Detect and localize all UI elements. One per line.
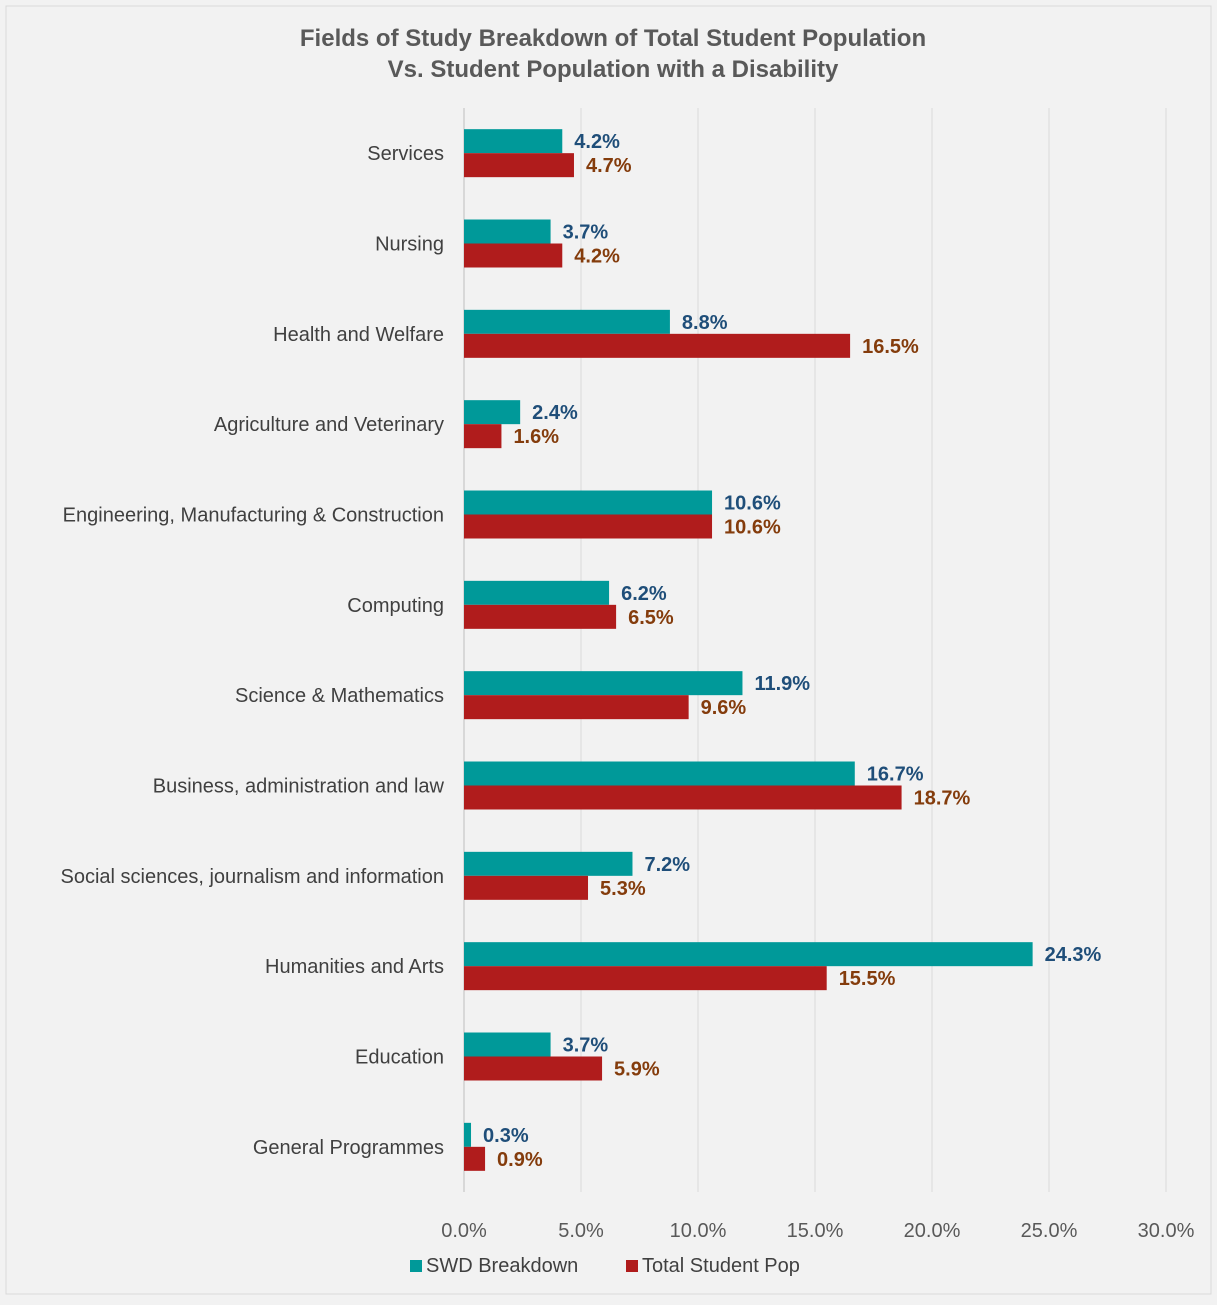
data-label: 24.3% <box>1045 944 1102 966</box>
gridlines <box>463 108 1167 1192</box>
total-bar <box>464 514 713 539</box>
chart-subtitle: Vs. Student Population with a Disability <box>388 56 839 83</box>
swd-bar <box>464 309 670 334</box>
category-label: Computing <box>347 595 444 617</box>
category-label: Engineering, Manufacturing & Constructio… <box>63 505 444 527</box>
x-tick-label: 25.0% <box>1021 1220 1078 1242</box>
category-label: Business, administration and law <box>153 776 445 798</box>
data-label: 5.3% <box>600 878 646 900</box>
x-tick-label: 5.0% <box>558 1220 604 1242</box>
data-label: 6.5% <box>628 607 674 629</box>
category-labels: Services Nursing Health and Welfare Agricul… <box>60 143 444 1159</box>
category-label: Science & Mathematics <box>235 685 444 707</box>
category-label: Education <box>355 1047 444 1069</box>
legend-label-total: Total Student Pop <box>642 1255 800 1277</box>
legend-swatch-total <box>626 1260 638 1272</box>
data-label: 16.5% <box>862 336 919 358</box>
total-bar <box>464 695 689 720</box>
x-axis: 0.0% 5.0% 10.0% 15.0% 20.0% 25.0% 30.0% <box>441 1220 1194 1242</box>
chart-background <box>5 5 1212 1295</box>
x-tick-label: 30.0% <box>1138 1220 1195 1242</box>
data-label: 0.3% <box>483 1125 529 1147</box>
data-label: 10.6% <box>724 517 781 539</box>
x-tick-label: 0.0% <box>441 1220 487 1242</box>
legend: SWD Breakdown Total Student Pop <box>410 1255 800 1277</box>
data-label: 9.6% <box>701 697 747 719</box>
data-label: 16.7% <box>867 764 924 786</box>
total-bar <box>464 875 589 900</box>
legend-label-swd: SWD Breakdown <box>426 1255 578 1277</box>
data-label: 4.2% <box>574 246 620 268</box>
category-label: Humanities and Arts <box>265 956 444 978</box>
data-label: 4.7% <box>586 155 632 177</box>
swd-bar <box>464 400 521 425</box>
total-bar <box>464 153 574 178</box>
x-tick-label: 10.0% <box>670 1220 727 1242</box>
chart-title: Fields of Study Breakdown of Total Stude… <box>300 25 926 52</box>
x-tick-label: 15.0% <box>787 1220 844 1242</box>
data-labels: 4.2%4.7%3.7%4.2%8.8%16.5%2.4%1.6%10.6%10… <box>483 131 1102 1171</box>
swd-bar <box>464 580 610 605</box>
total-bar <box>464 785 902 810</box>
legend-swatch-swd <box>410 1260 422 1272</box>
swd-bar <box>464 490 713 515</box>
category-label: Nursing <box>375 234 444 256</box>
data-label: 2.4% <box>532 402 578 424</box>
data-label: 11.9% <box>754 673 810 695</box>
swd-bar <box>464 942 1033 967</box>
bars <box>464 129 1033 1171</box>
category-label: Agriculture and Veterinary <box>214 414 444 436</box>
total-bar <box>464 333 851 358</box>
category-label: General Programmes <box>253 1137 444 1159</box>
swd-bar <box>464 129 563 154</box>
data-label: 15.5% <box>839 968 896 990</box>
swd-bar <box>464 851 633 876</box>
category-label: Social sciences, journalism and informat… <box>60 866 444 888</box>
swd-bar <box>464 761 855 786</box>
total-bar <box>464 243 563 268</box>
data-label: 7.2% <box>644 854 690 876</box>
x-tick-label: 20.0% <box>904 1220 961 1242</box>
total-bar <box>464 424 502 449</box>
data-label: 3.7% <box>563 222 609 244</box>
data-label: 1.6% <box>513 426 559 448</box>
total-bar <box>464 1146 486 1171</box>
data-label: 8.8% <box>682 312 728 334</box>
category-label: Health and Welfare <box>273 324 444 346</box>
total-bar <box>464 1056 603 1081</box>
swd-bar <box>464 671 743 696</box>
data-label: 5.9% <box>614 1059 660 1081</box>
data-label: 3.7% <box>563 1035 609 1057</box>
swd-bar <box>464 1122 472 1147</box>
swd-bar <box>464 1032 551 1057</box>
total-bar <box>464 604 617 629</box>
swd-bar <box>464 219 551 244</box>
data-label: 10.6% <box>724 493 781 515</box>
category-label: Services <box>367 143 444 165</box>
data-label: 4.2% <box>574 131 620 153</box>
data-label: 0.9% <box>497 1149 543 1171</box>
data-label: 6.2% <box>621 583 667 605</box>
data-label: 18.7% <box>914 788 971 810</box>
total-bar <box>464 966 827 991</box>
